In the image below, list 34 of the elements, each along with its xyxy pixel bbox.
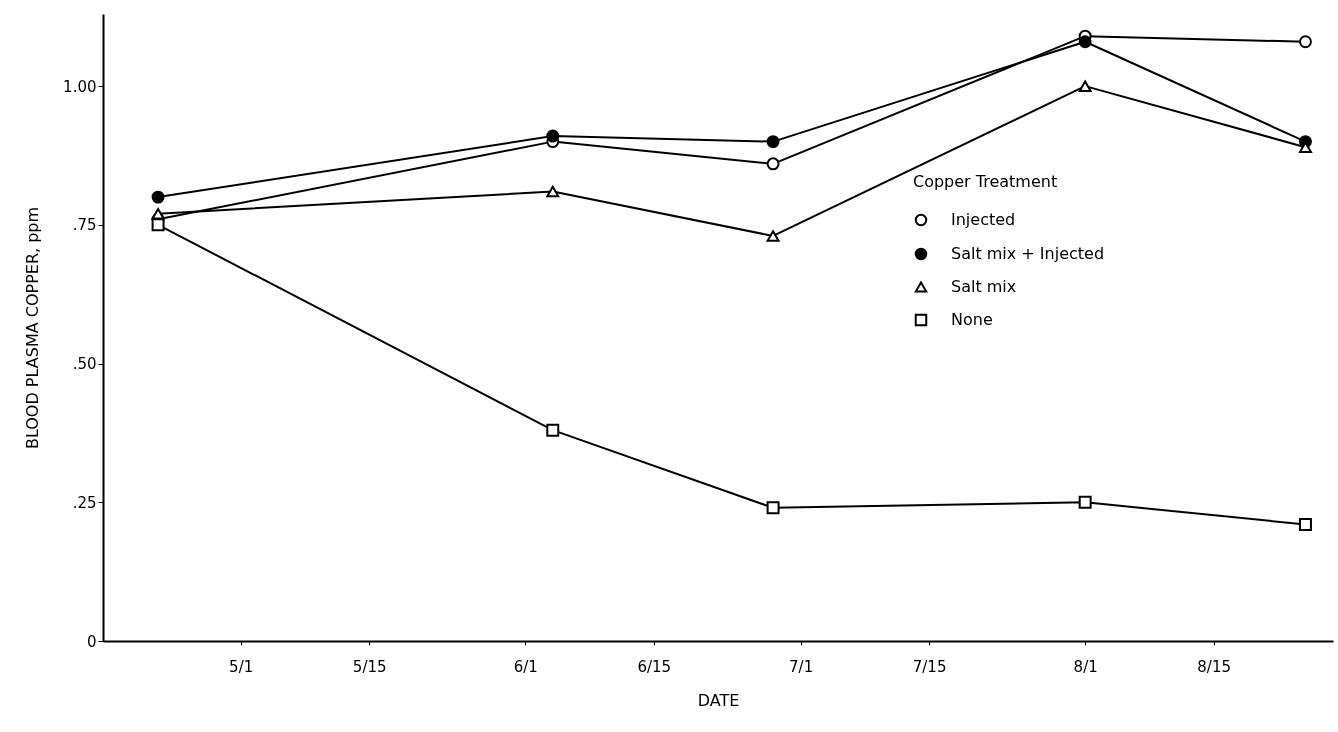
point — [1078, 35, 1092, 49]
y-axis-title: BLOOD PLASMA COPPER, ppm — [23, 206, 43, 450]
point — [766, 157, 780, 171]
point — [766, 230, 780, 242]
x-tick-label: 5/1 — [229, 657, 254, 676]
point — [766, 501, 780, 515]
point — [766, 135, 780, 149]
x-tick-label: 8/15 — [1197, 657, 1232, 676]
point — [1298, 518, 1312, 531]
x-tick-label: 5/15 — [352, 657, 387, 676]
point — [1298, 35, 1312, 49]
x-tick-label: 7/15 — [912, 657, 947, 676]
y-tick-label: 1.00 — [63, 77, 97, 96]
legend-label: Salt mix — [951, 277, 1017, 296]
legend-label: None — [951, 310, 993, 329]
legend-label: Salt mix + Injected — [951, 244, 1105, 263]
point — [1078, 495, 1092, 509]
point — [1078, 80, 1092, 92]
x-axis-title: DATE — [697, 690, 740, 710]
legend-label: Injected — [951, 210, 1016, 229]
point — [546, 185, 560, 198]
legend-title: Copper Treatment — [913, 172, 1058, 191]
y-tick-label: 0 — [86, 632, 97, 651]
y-tick-label: .50 — [72, 355, 97, 374]
x-tick-label: 8/1 — [1073, 657, 1098, 676]
x-tick-label: 6/15 — [637, 657, 672, 676]
y-tick-label: .25 — [72, 493, 97, 512]
y-tick-label: .75 — [72, 216, 97, 235]
point — [151, 190, 165, 204]
x-tick-label: 7/1 — [789, 657, 814, 676]
point — [151, 218, 165, 232]
point — [546, 129, 560, 143]
point — [546, 423, 560, 437]
x-tick-label: 6/1 — [513, 657, 538, 676]
